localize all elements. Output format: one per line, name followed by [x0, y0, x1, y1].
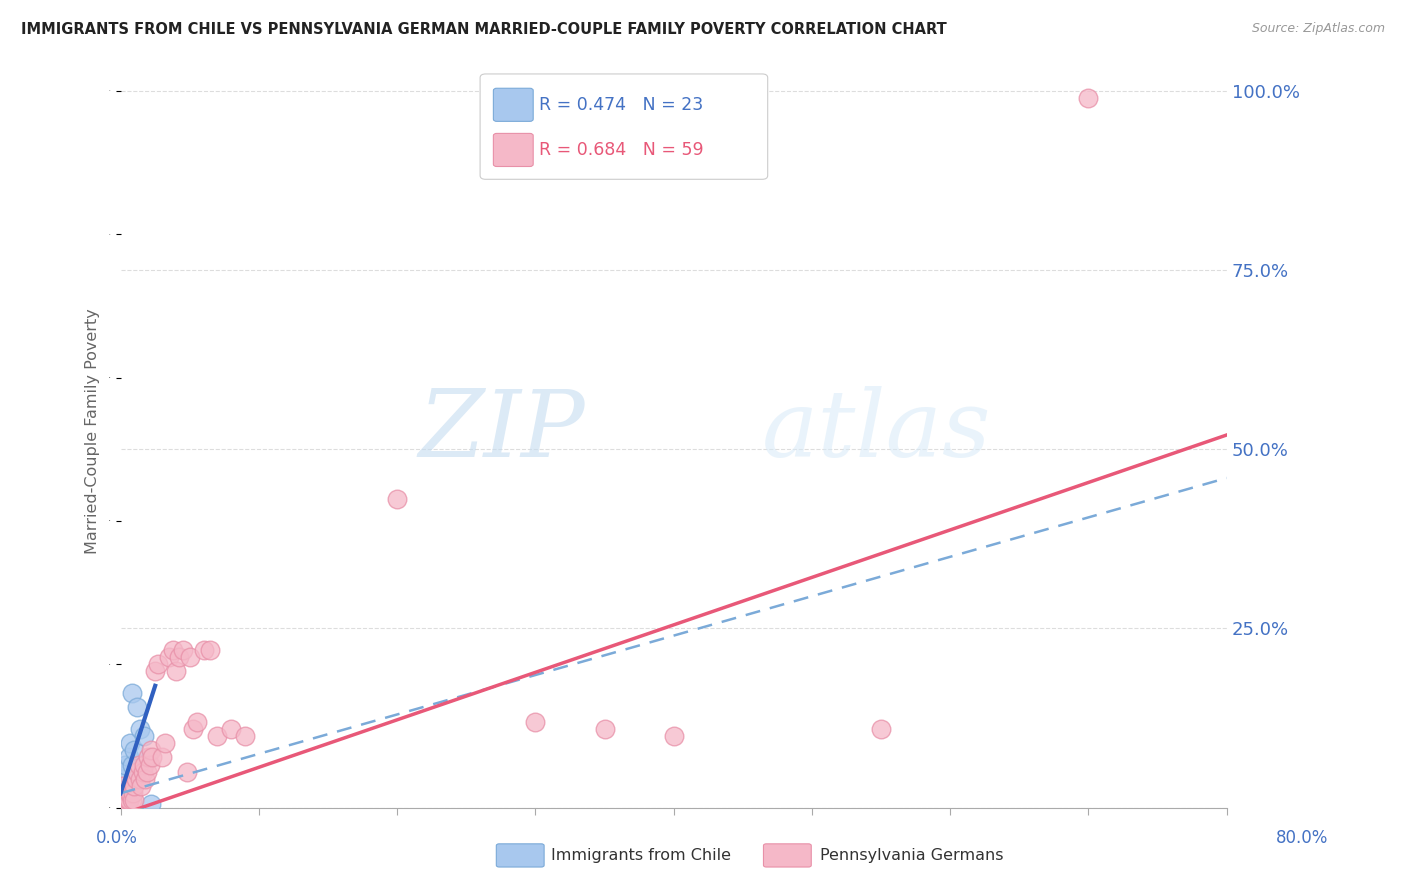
Point	[121, 757, 143, 772]
Point	[193, 643, 215, 657]
Point	[172, 643, 194, 657]
Point	[870, 722, 893, 736]
Point	[115, 793, 138, 807]
Point	[111, 786, 134, 800]
Point	[186, 714, 208, 729]
Point	[136, 750, 159, 764]
Point	[200, 643, 222, 657]
Point	[118, 786, 141, 800]
Point	[112, 786, 135, 800]
Text: Pennsylvania Germans: Pennsylvania Germans	[820, 848, 1004, 863]
Point	[111, 786, 134, 800]
Point	[129, 722, 152, 736]
Point	[124, 793, 146, 807]
Point	[141, 750, 163, 764]
Text: Immigrants from Chile: Immigrants from Chile	[551, 848, 731, 863]
Point	[593, 722, 616, 736]
Point	[207, 729, 229, 743]
Point	[132, 764, 155, 779]
Point	[146, 657, 169, 672]
Point	[115, 786, 138, 800]
Point	[118, 793, 141, 807]
Point	[121, 793, 143, 807]
Point	[120, 786, 142, 800]
Text: 80.0%: 80.0%	[1277, 830, 1329, 847]
Point	[127, 700, 149, 714]
Point	[111, 779, 134, 793]
Point	[157, 650, 180, 665]
Point	[117, 797, 139, 811]
Point	[134, 772, 156, 786]
Point	[120, 736, 142, 750]
Text: IMMIGRANTS FROM CHILE VS PENNSYLVANIA GERMAN MARRIED-COUPLE FAMILY POVERTY CORRE: IMMIGRANTS FROM CHILE VS PENNSYLVANIA GE…	[21, 22, 946, 37]
Point	[127, 764, 149, 779]
Point	[176, 764, 198, 779]
FancyBboxPatch shape	[479, 74, 768, 179]
Point	[118, 793, 141, 807]
Point	[1077, 91, 1099, 105]
Text: R = 0.684   N = 59: R = 0.684 N = 59	[538, 141, 703, 159]
FancyBboxPatch shape	[494, 88, 533, 121]
Y-axis label: Married-Couple Family Poverty: Married-Couple Family Poverty	[86, 309, 100, 554]
Point	[143, 665, 166, 679]
Point	[112, 793, 135, 807]
Point	[125, 772, 148, 786]
Point	[219, 722, 242, 736]
Point	[111, 793, 134, 807]
Point	[124, 779, 146, 793]
Point	[662, 729, 685, 743]
Point	[139, 797, 162, 811]
Text: Source: ZipAtlas.com: Source: ZipAtlas.com	[1251, 22, 1385, 36]
Point	[112, 793, 135, 807]
Point	[153, 736, 176, 750]
Point	[165, 665, 187, 679]
Point	[128, 757, 150, 772]
Point	[117, 793, 139, 807]
Point	[111, 793, 134, 807]
Point	[124, 743, 146, 757]
Point	[118, 750, 141, 764]
Point	[139, 743, 162, 757]
Point	[122, 786, 145, 800]
Point	[112, 779, 135, 793]
Point	[114, 793, 136, 807]
Point	[117, 786, 139, 800]
Point	[111, 793, 134, 807]
Point	[114, 757, 136, 772]
Point	[132, 729, 155, 743]
Point	[121, 779, 143, 793]
Point	[114, 793, 136, 807]
Point	[233, 729, 256, 743]
Text: atlas: atlas	[762, 386, 991, 476]
Text: 0.0%: 0.0%	[96, 830, 138, 847]
Point	[111, 772, 134, 786]
Point	[129, 772, 152, 786]
Point	[138, 757, 160, 772]
Point	[135, 764, 157, 779]
Point	[110, 797, 132, 811]
FancyBboxPatch shape	[494, 134, 533, 167]
Point	[121, 686, 143, 700]
Point	[385, 492, 408, 507]
Point	[117, 786, 139, 800]
Point	[162, 643, 184, 657]
Point	[524, 714, 547, 729]
Point	[114, 786, 136, 800]
Point	[115, 793, 138, 807]
Point	[111, 793, 134, 807]
Point	[181, 722, 204, 736]
Point	[112, 764, 135, 779]
Point	[112, 786, 135, 800]
Point	[150, 750, 173, 764]
Point	[132, 757, 155, 772]
Point	[110, 797, 132, 811]
Text: R = 0.474   N = 23: R = 0.474 N = 23	[538, 95, 703, 114]
Point	[131, 779, 153, 793]
Point	[167, 650, 190, 665]
Text: ZIP: ZIP	[419, 386, 585, 476]
Point	[179, 650, 201, 665]
